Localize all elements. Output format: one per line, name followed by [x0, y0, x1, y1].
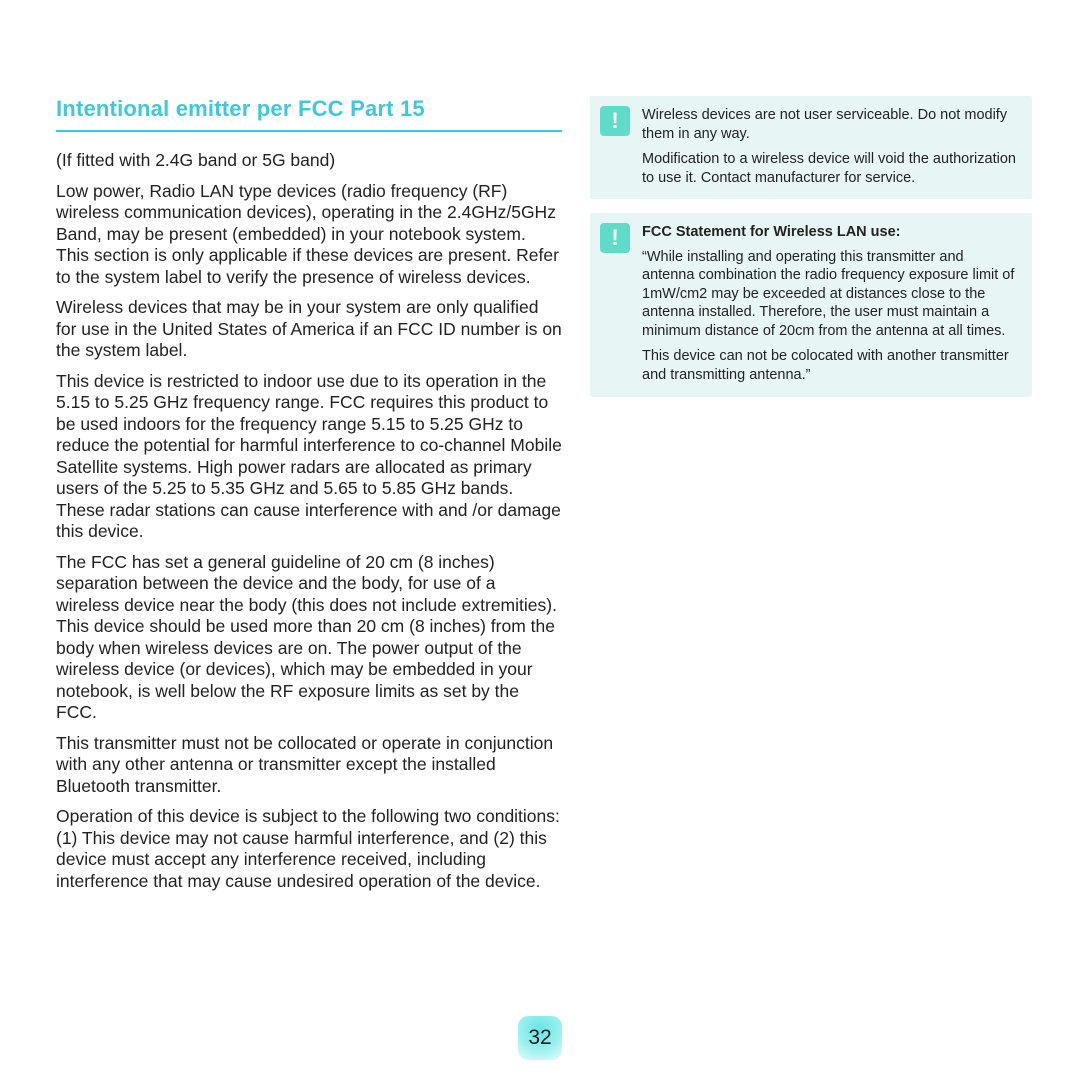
callout-box: ! FCC Statement for Wireless LAN use: “W…: [590, 213, 1032, 396]
paragraph: Wireless devices that may be in your sys…: [56, 297, 562, 362]
right-column: ! Wireless devices are not user servicea…: [590, 96, 1032, 902]
section-title: Intentional emitter per FCC Part 15: [56, 96, 562, 122]
alert-icon-glyph: !: [611, 110, 618, 132]
page-number-badge: 32: [518, 1016, 562, 1060]
page-number: 32: [528, 1026, 551, 1050]
document-page: Intentional emitter per FCC Part 15 (If …: [0, 0, 1080, 1080]
two-column-layout: Intentional emitter per FCC Part 15 (If …: [56, 96, 1032, 902]
paragraph: This transmitter must not be collocated …: [56, 733, 562, 798]
callout-paragraph: Modification to a wireless device will v…: [642, 150, 1016, 187]
body-text: (If fitted with 2.4G band or 5G band) Lo…: [56, 150, 562, 893]
alert-icon: !: [600, 106, 630, 136]
paragraph: The FCC has set a general guideline of 2…: [56, 552, 562, 724]
left-column: Intentional emitter per FCC Part 15 (If …: [56, 96, 562, 902]
callout-paragraph: “While installing and operating this tra…: [642, 248, 1016, 341]
paragraph: This device is restricted to indoor use …: [56, 371, 562, 543]
callout-title: FCC Statement for Wireless LAN use:: [642, 223, 1016, 242]
callout-paragraph: Wireless devices are not user serviceabl…: [642, 106, 1016, 143]
callout-box: ! Wireless devices are not user servicea…: [590, 96, 1032, 199]
alert-icon: !: [600, 223, 630, 253]
alert-icon-glyph: !: [611, 227, 618, 249]
paragraph: Low power, Radio LAN type devices (radio…: [56, 181, 562, 289]
paragraph: (If fitted with 2.4G band or 5G band): [56, 150, 562, 172]
callout-paragraph: This device can not be colocated with an…: [642, 347, 1016, 384]
title-underline: [56, 130, 562, 132]
paragraph: Operation of this device is subject to t…: [56, 806, 562, 892]
